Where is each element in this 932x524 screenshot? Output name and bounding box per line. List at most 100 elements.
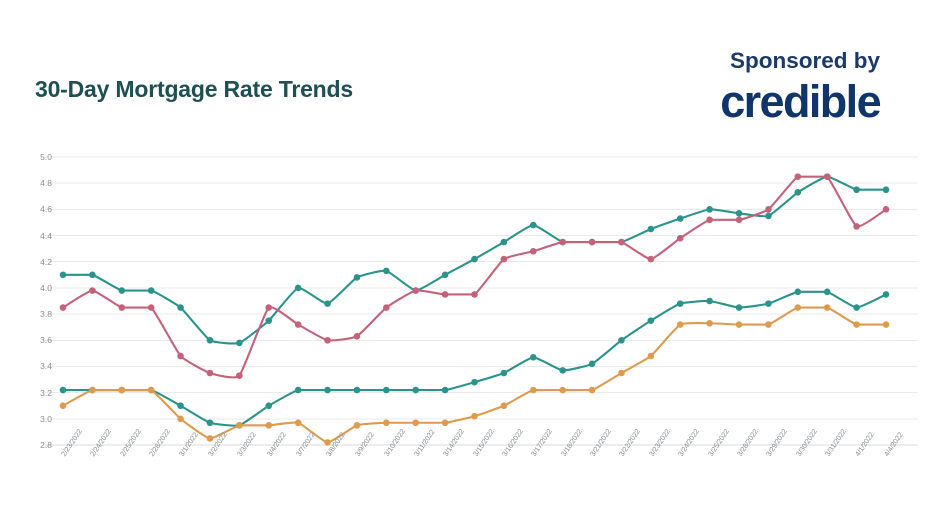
series-point[interactable]	[735, 321, 743, 328]
series-point[interactable]	[59, 402, 67, 410]
series-point[interactable]	[294, 321, 302, 328]
series-point[interactable]	[265, 317, 273, 324]
series-point[interactable]	[471, 255, 478, 263]
series-point[interactable]	[765, 206, 772, 213]
series-point[interactable]	[206, 419, 214, 427]
series-point[interactable]	[794, 288, 802, 296]
series-point[interactable]	[853, 223, 860, 230]
series-point[interactable]	[853, 321, 860, 328]
series-point[interactable]	[236, 339, 243, 347]
series-point[interactable]	[59, 386, 67, 394]
series-point[interactable]	[618, 238, 625, 246]
series-point[interactable]	[794, 304, 802, 311]
series-point[interactable]	[618, 336, 625, 344]
series-point[interactable]	[588, 360, 596, 368]
series-point[interactable]	[177, 304, 184, 311]
series-point[interactable]	[794, 189, 802, 196]
series-point[interactable]	[676, 300, 684, 307]
series-point[interactable]	[412, 419, 420, 427]
series-point[interactable]	[353, 274, 361, 281]
series-point[interactable]	[236, 422, 243, 429]
series-point[interactable]	[735, 209, 743, 217]
series-point[interactable]	[324, 439, 331, 446]
series-point[interactable]	[765, 321, 772, 328]
series-point[interactable]	[529, 247, 537, 255]
series-point[interactable]	[559, 386, 566, 394]
series-point[interactable]	[177, 402, 184, 410]
series-point[interactable]	[500, 238, 508, 246]
series-point[interactable]	[823, 173, 831, 180]
series-point[interactable]	[177, 415, 184, 423]
series-point[interactable]	[441, 271, 449, 279]
series-point[interactable]	[441, 386, 449, 394]
series-point[interactable]	[294, 419, 302, 427]
series-point[interactable]	[353, 333, 361, 340]
series-point[interactable]	[588, 238, 596, 246]
series-point[interactable]	[500, 402, 508, 410]
series-point[interactable]	[647, 317, 655, 324]
series-point[interactable]	[324, 336, 331, 344]
series-point[interactable]	[647, 255, 655, 263]
series-point[interactable]	[588, 386, 596, 394]
series-point[interactable]	[265, 402, 273, 410]
series-point[interactable]	[823, 304, 831, 311]
series-point[interactable]	[647, 225, 655, 233]
series-point[interactable]	[853, 304, 860, 311]
series-point[interactable]	[324, 386, 331, 394]
series-point[interactable]	[206, 369, 214, 377]
series-point[interactable]	[206, 435, 214, 442]
series-point[interactable]	[559, 238, 566, 246]
series-point[interactable]	[706, 206, 713, 213]
series-point[interactable]	[882, 321, 890, 328]
series-point[interactable]	[500, 255, 508, 263]
series-point[interactable]	[559, 367, 566, 374]
series-point[interactable]	[89, 287, 96, 294]
series-point[interactable]	[206, 336, 214, 344]
series-point[interactable]	[118, 287, 126, 294]
series-point[interactable]	[735, 304, 743, 311]
series-point[interactable]	[147, 287, 155, 294]
series-point[interactable]	[471, 378, 478, 386]
series-point[interactable]	[823, 288, 831, 296]
series-point[interactable]	[118, 386, 126, 394]
series-point[interactable]	[618, 369, 625, 377]
series-point[interactable]	[765, 300, 772, 307]
series-point[interactable]	[441, 291, 449, 298]
series-point[interactable]	[529, 353, 537, 361]
series-point[interactable]	[735, 216, 743, 224]
series-point[interactable]	[89, 271, 96, 279]
series-point[interactable]	[706, 216, 713, 224]
series-point[interactable]	[353, 422, 361, 429]
series-point[interactable]	[147, 304, 155, 311]
series-point[interactable]	[236, 372, 243, 379]
series-point[interactable]	[471, 412, 478, 420]
series-point[interactable]	[676, 321, 684, 328]
series-point[interactable]	[412, 386, 420, 394]
series-point[interactable]	[59, 304, 67, 311]
series-point[interactable]	[441, 419, 449, 427]
series-point[interactable]	[676, 215, 684, 222]
series-point[interactable]	[500, 369, 508, 377]
series-point[interactable]	[353, 386, 361, 394]
series-point[interactable]	[265, 304, 273, 311]
series-point[interactable]	[383, 386, 390, 394]
series-point[interactable]	[882, 206, 890, 213]
series-point[interactable]	[706, 297, 713, 305]
series-point[interactable]	[471, 291, 478, 298]
series-point[interactable]	[324, 300, 331, 307]
series-point[interactable]	[853, 186, 860, 194]
series-point[interactable]	[529, 221, 537, 229]
series-point[interactable]	[177, 352, 184, 360]
series-point[interactable]	[647, 352, 655, 360]
series-point[interactable]	[412, 287, 420, 294]
series-point[interactable]	[794, 173, 802, 180]
series-point[interactable]	[529, 386, 537, 394]
series-point[interactable]	[294, 284, 302, 292]
series-point[interactable]	[294, 386, 302, 394]
series-point[interactable]	[383, 267, 390, 275]
series-point[interactable]	[383, 304, 390, 311]
series-point[interactable]	[765, 212, 772, 220]
series-point[interactable]	[676, 234, 684, 242]
series-point[interactable]	[706, 319, 713, 327]
series-point[interactable]	[89, 386, 96, 394]
